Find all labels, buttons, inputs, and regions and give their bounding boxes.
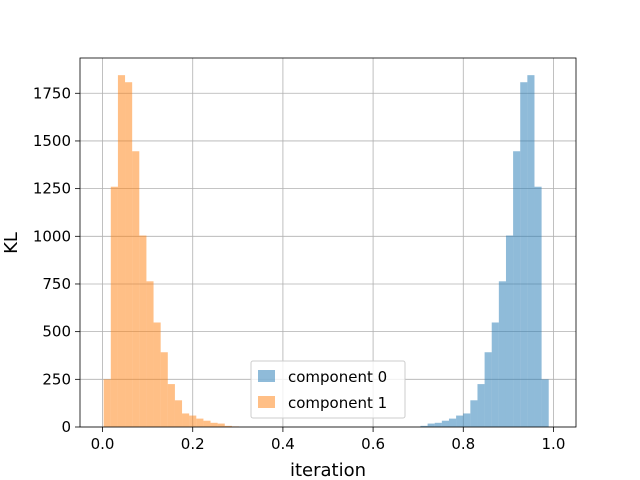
bar-component-0 (470, 400, 478, 427)
bar-component-1 (167, 384, 175, 427)
x-tick-label: 0.6 (361, 435, 385, 453)
x-tick-label: 0.2 (181, 435, 205, 453)
bar-component-0 (456, 415, 464, 427)
bar-component-1 (210, 422, 218, 427)
bar-component-1 (117, 75, 126, 428)
bar-component-1 (146, 281, 154, 427)
bar-component-1 (196, 418, 204, 427)
bar-component-0 (427, 423, 435, 427)
bar-component-0 (534, 186, 542, 427)
bar-component-0 (477, 384, 485, 427)
bar-component-0 (527, 75, 535, 428)
bar-component-0 (498, 281, 506, 427)
bar-component-1 (132, 151, 140, 427)
legend: component 0 component 1 (250, 360, 406, 419)
y-tick-label: 750 (42, 275, 71, 293)
bar-component-1 (224, 425, 232, 427)
y-axis-label: KL (1, 232, 22, 254)
y-tick-label: 1500 (33, 132, 71, 150)
bar-component-0 (441, 420, 449, 427)
legend-label-component-0: component 0 (288, 368, 387, 386)
histogram-bars (103, 75, 549, 428)
plot-frame (79, 57, 577, 428)
legend-swatch-component-0 (258, 370, 275, 382)
bar-component-1 (182, 413, 190, 427)
legend-label-component-1: component 1 (288, 394, 387, 412)
x-tick-label: 1.0 (542, 435, 566, 453)
bar-component-0 (448, 418, 457, 427)
x-tick-label: 0.8 (451, 435, 475, 453)
bar-component-1 (203, 420, 211, 427)
bar-component-0 (491, 322, 499, 427)
bar-component-1 (189, 415, 197, 427)
bar-component-0 (484, 352, 492, 427)
legend-box (250, 360, 406, 419)
x-tick-label: 0.0 (91, 435, 115, 453)
y-tick-label: 1250 (33, 180, 71, 198)
y-axis-ticks: 0 250 500 750 1000 1250 1500 1750 (33, 84, 80, 436)
bar-component-0 (520, 82, 528, 428)
bar-component-1 (160, 352, 168, 427)
bar-component-1 (139, 235, 147, 427)
y-tick-label: 250 (42, 370, 71, 388)
bar-component-0 (463, 413, 471, 427)
y-tick-label: 500 (42, 323, 71, 341)
y-tick-label: 0 (61, 418, 71, 436)
bar-component-0 (434, 422, 442, 427)
bar-component-1 (103, 379, 111, 427)
bar-component-1 (125, 82, 133, 428)
legend-swatch-component-1 (258, 396, 275, 408)
bar-component-0 (505, 235, 514, 427)
bar-component-1 (153, 322, 161, 427)
bar-component-1 (217, 423, 225, 427)
x-axis-ticks: 0.0 0.2 0.4 0.6 0.8 1.0 (91, 427, 566, 453)
bar-component-1 (174, 400, 183, 427)
bar-component-0 (513, 151, 521, 427)
y-tick-label: 1000 (33, 227, 71, 245)
x-axis-label: iteration (290, 460, 366, 480)
y-tick-label: 1750 (33, 84, 71, 102)
bar-component-0 (541, 379, 549, 427)
bar-component-0 (420, 425, 428, 427)
bar-component-1 (110, 186, 118, 427)
x-tick-label: 0.4 (271, 435, 295, 453)
